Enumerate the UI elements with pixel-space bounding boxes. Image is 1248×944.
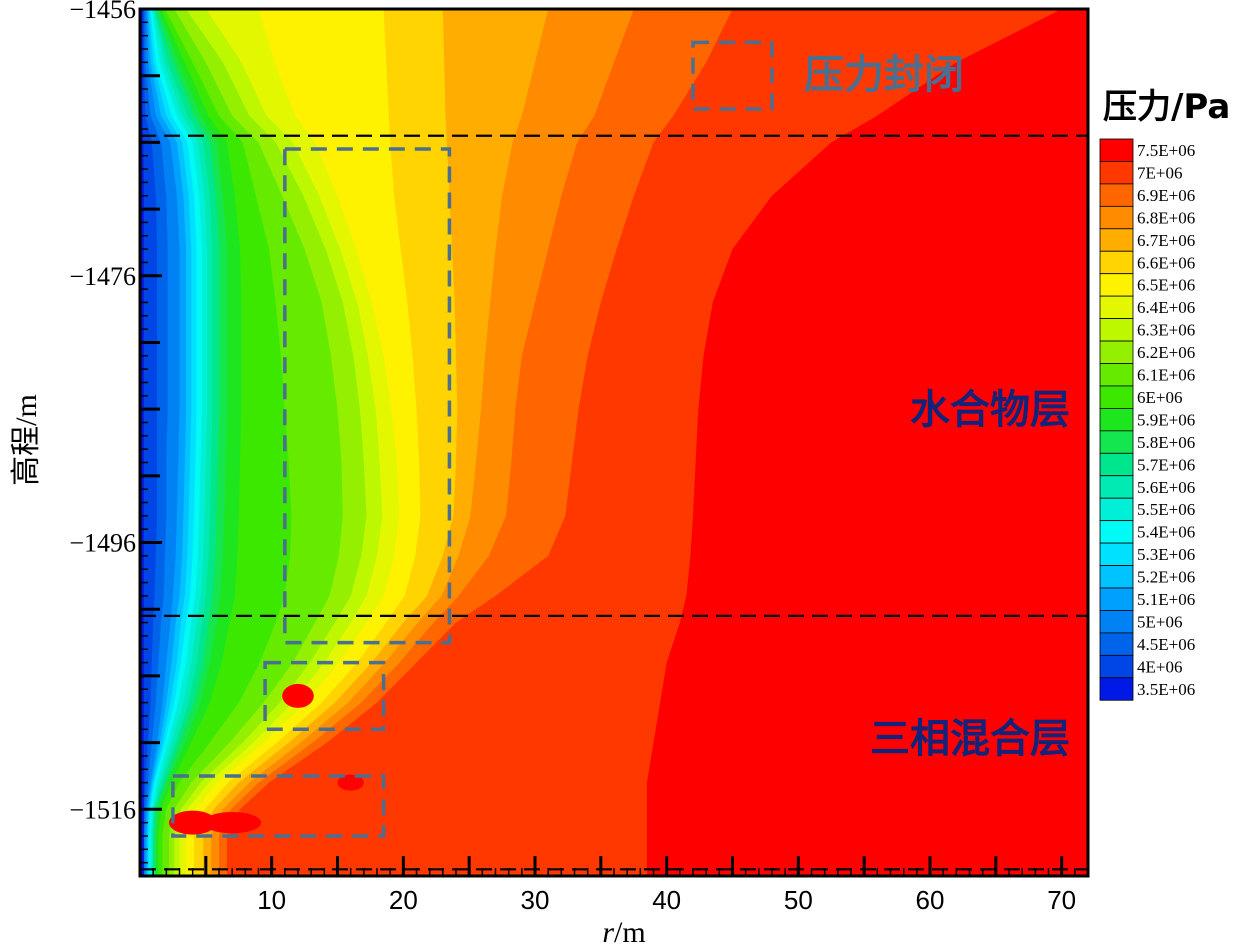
- legend-swatch: [1099, 677, 1134, 701]
- three-phase-layer-label: 三相混合层: [870, 716, 1070, 762]
- legend-swatch: [1099, 250, 1134, 275]
- legend-label: 5.5E+06: [1137, 500, 1195, 519]
- legend-label: 6.7E+06: [1137, 231, 1195, 250]
- legend-label: 6.2E+06: [1137, 343, 1195, 362]
- legend-label: 4E+06: [1137, 657, 1182, 676]
- legend-label: 7.5E+06: [1137, 141, 1195, 160]
- seal-label: 压力封闭: [804, 52, 964, 98]
- legend-swatch: [1099, 452, 1134, 477]
- x-tick-label: 70: [1047, 885, 1076, 915]
- high-pressure-patch: [831, 294, 1088, 876]
- y-tick-label: −1456: [69, 0, 136, 24]
- axis-ticks: −1456 −1476 −1496 −1516 10 20 30 40 50 60 70: [69, 0, 1089, 915]
- legend-swatch: [1099, 318, 1134, 342]
- legend-swatch: [1099, 520, 1134, 544]
- legend-swatch: [1099, 228, 1134, 252]
- legend-label: 5.6E+06: [1137, 478, 1195, 497]
- hydrate-layer-label: 水合物层: [910, 387, 1070, 433]
- legend-label: 5.3E+06: [1137, 545, 1195, 564]
- legend-label: 7E+06: [1137, 163, 1182, 182]
- legend-label: 5.2E+06: [1137, 568, 1195, 587]
- pressure-spot: [337, 774, 364, 791]
- legend-label: 3.5E+06: [1137, 680, 1195, 699]
- contour-band: [140, 9, 158, 876]
- legend-swatch: [1099, 340, 1134, 364]
- dashed-region-mid-front: [263, 660, 386, 732]
- legend-swatch: [1099, 654, 1134, 679]
- legend-swatch: [1099, 385, 1134, 409]
- legend-label: 6.3E+06: [1137, 321, 1195, 340]
- legend-swatch: [1099, 430, 1134, 454]
- legend-swatch: [1099, 632, 1134, 656]
- legend-label: 5.1E+06: [1137, 590, 1195, 609]
- x-tick-label: 60: [916, 885, 945, 915]
- legend-swatch: [1099, 610, 1134, 634]
- legend-swatch: [1099, 475, 1134, 499]
- pressure-spot: [168, 810, 217, 835]
- x-axis-title: r/m: [602, 916, 645, 944]
- legend-label: 6.1E+06: [1137, 366, 1195, 385]
- dashed-region-seal: [691, 40, 774, 111]
- legend-swatch: [1099, 363, 1134, 387]
- legend-label: 6.5E+06: [1137, 276, 1195, 295]
- legend-swatch: [1099, 407, 1134, 432]
- legend-label: 6.8E+06: [1137, 208, 1195, 227]
- x-tick-label: 20: [389, 885, 418, 915]
- y-axis-title: 高程/m: [10, 394, 43, 486]
- legend-swatch: [1099, 138, 1134, 162]
- x-tick-label: 10: [257, 885, 286, 915]
- legend: 7.5E+06 7E+06 6.9E+06 6.8E+06 6.7E+06 6.6E+06…: [1099, 138, 1195, 701]
- legend-label: 5.7E+06: [1137, 455, 1195, 474]
- legend-label: 6.6E+06: [1137, 253, 1195, 272]
- legend-swatch: [1099, 497, 1134, 522]
- legend-swatch: [1099, 295, 1134, 319]
- legend-label: 5.9E+06: [1137, 410, 1195, 429]
- legend-label: 6.9E+06: [1137, 186, 1195, 205]
- legend-swatch: [1099, 183, 1134, 207]
- y-tick-label: −1496: [69, 529, 136, 558]
- legend-label: 4.5E+06: [1137, 635, 1195, 654]
- x-tick-label: 40: [652, 885, 681, 915]
- legend-swatch: [1099, 161, 1134, 185]
- legend-label: 5E+06: [1137, 612, 1182, 631]
- dashed-region-bottom-front: [171, 774, 386, 838]
- pressure-spot: [203, 811, 262, 834]
- x-tick-label: 30: [521, 885, 550, 915]
- dashed-region-hydrate-front: [283, 147, 452, 645]
- legend-label: 6E+06: [1137, 388, 1182, 407]
- y-tick-label: −1476: [69, 262, 136, 291]
- legend-title: 压力/Pa: [1103, 87, 1230, 127]
- x-tick-label: 50: [784, 885, 813, 915]
- legend-swatch: [1099, 542, 1134, 566]
- pressure-field: [140, 9, 1088, 876]
- y-tick-label: −1516: [69, 795, 136, 824]
- legend-swatch: [1099, 205, 1134, 230]
- legend-swatch: [1099, 587, 1134, 611]
- legend-label: 5.8E+06: [1137, 433, 1195, 452]
- legend-label: 6.4E+06: [1137, 298, 1195, 317]
- legend-label: 5.4E+06: [1137, 523, 1195, 542]
- legend-swatch: [1099, 565, 1134, 589]
- legend-swatch: [1099, 273, 1134, 297]
- pressure-spot: [282, 683, 314, 708]
